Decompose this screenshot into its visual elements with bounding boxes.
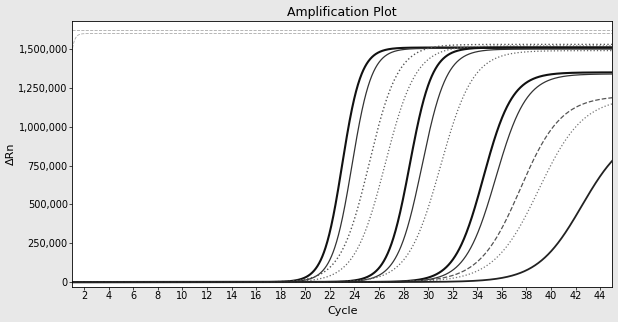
X-axis label: Cycle: Cycle xyxy=(327,307,357,317)
Title: Amplification Plot: Amplification Plot xyxy=(287,5,397,19)
Y-axis label: ΔRn: ΔRn xyxy=(6,143,15,165)
